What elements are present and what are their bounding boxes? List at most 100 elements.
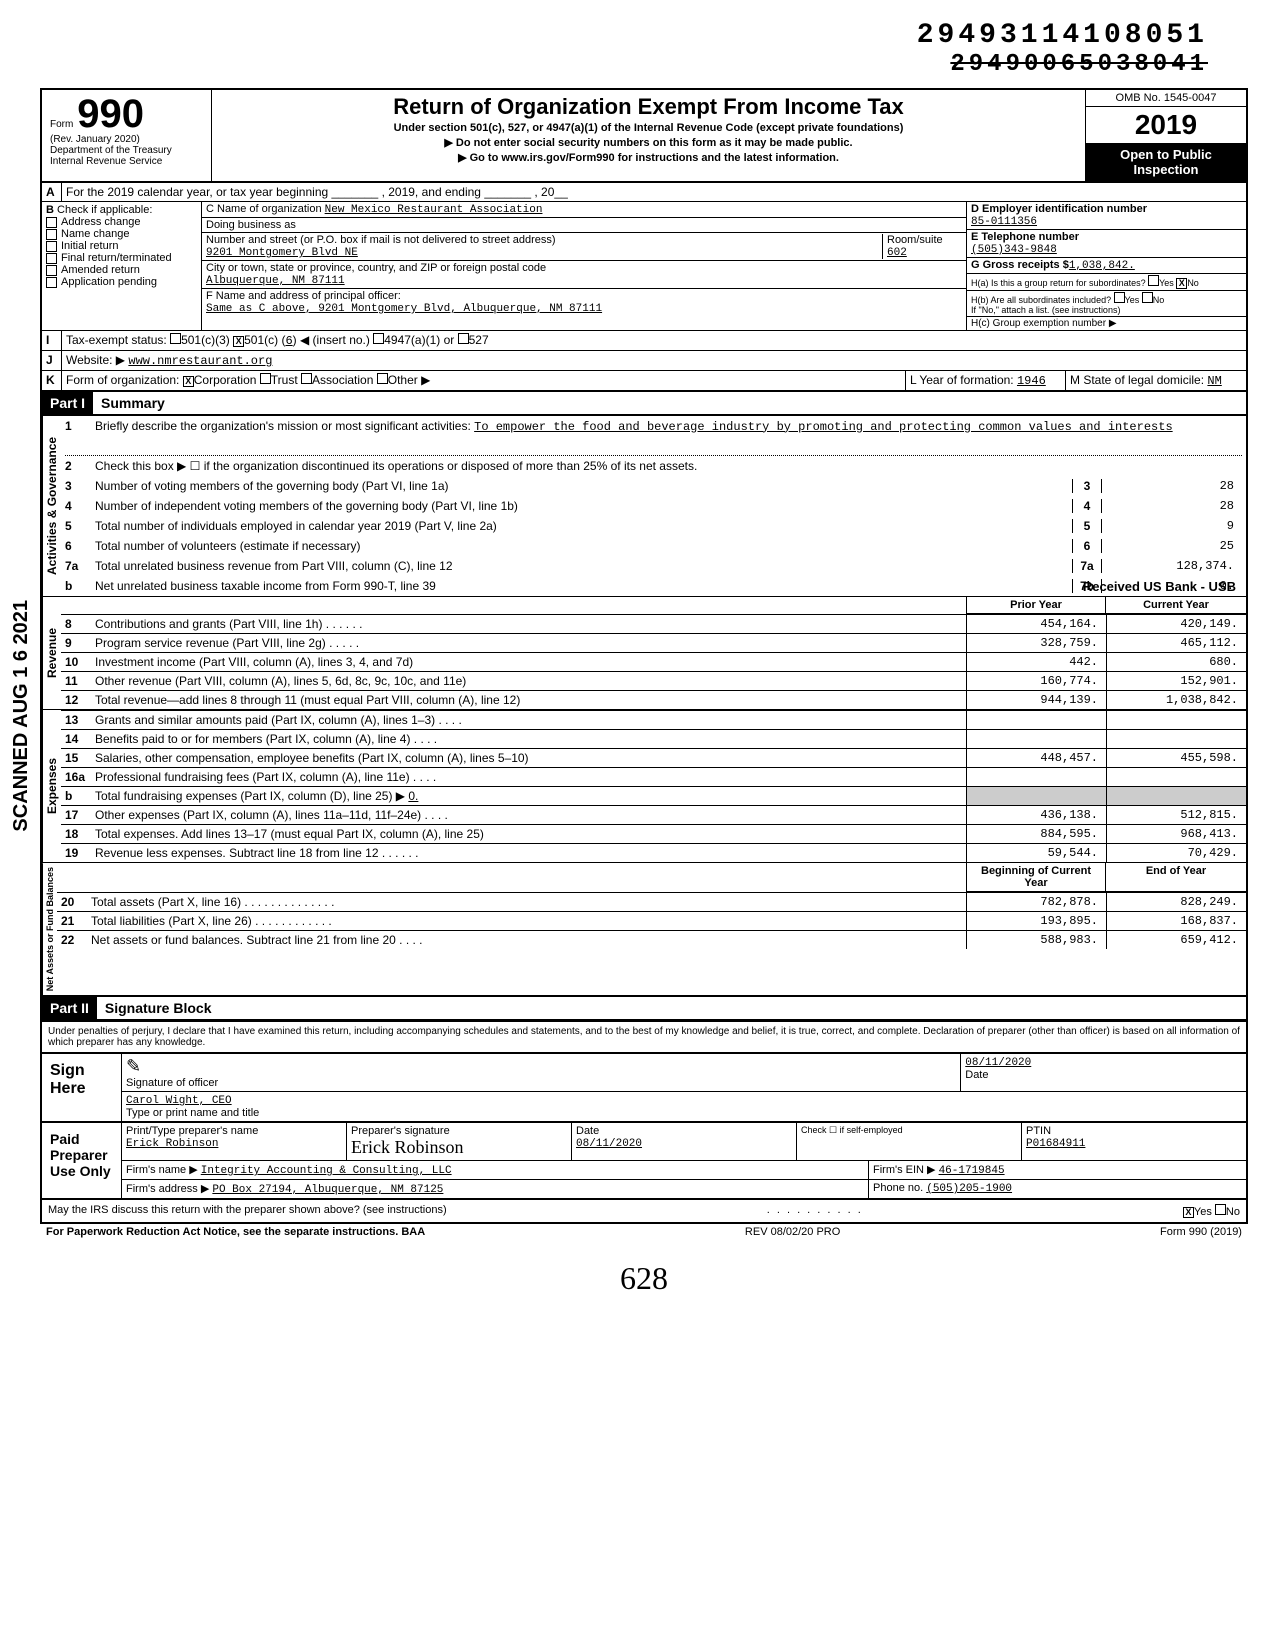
sign-here: Sign Here bbox=[42, 1054, 122, 1121]
line1-val: To empower the food and beverage industr… bbox=[474, 420, 1173, 434]
k-other: Other ▶ bbox=[388, 373, 431, 387]
line-a-mid: , 2019, and ending bbox=[382, 185, 481, 199]
form-number: 990 bbox=[77, 92, 144, 136]
m-label: M State of legal domicile: bbox=[1070, 373, 1204, 387]
i-501c-num: 6 bbox=[285, 334, 292, 348]
line5: Total number of individuals employed in … bbox=[95, 519, 1072, 533]
d-label: D Employer identification number bbox=[971, 203, 1147, 215]
code-1: 29493114108051 bbox=[40, 20, 1208, 51]
exp-line: bTotal fundraising expenses (Part IX, co… bbox=[61, 786, 1246, 805]
phone: (505)343-9848 bbox=[971, 244, 1057, 256]
discuss: May the IRS discuss this return with the… bbox=[48, 1204, 447, 1218]
line3: Number of voting members of the governin… bbox=[95, 479, 1072, 493]
expenses-label: Expenses bbox=[42, 710, 61, 862]
firm-addr-label: Firm's address ▶ bbox=[126, 1183, 209, 1195]
received-stamp: Received US Bank - USB bbox=[1083, 579, 1236, 594]
c-label: C Name of organization bbox=[206, 203, 322, 215]
city: Albuquerque, NM 87111 bbox=[206, 275, 345, 287]
hb-label: H(b) Are all subordinates included? bbox=[971, 295, 1111, 305]
prep-sig-label: Preparer's signature bbox=[351, 1125, 450, 1137]
prep-sig: Erick Robinson bbox=[351, 1137, 464, 1157]
sig-date: 08/11/2020 bbox=[965, 1057, 1031, 1069]
ein: 85-0111356 bbox=[971, 216, 1037, 228]
rev-line: 9Program service revenue (Part VIII, lin… bbox=[61, 633, 1246, 652]
line7a: Total unrelated business revenue from Pa… bbox=[95, 559, 1072, 573]
check-final: Final return/terminated bbox=[46, 252, 197, 264]
irs: Internal Revenue Service bbox=[50, 156, 203, 167]
omb: OMB No. 1545-0047 bbox=[1086, 90, 1246, 107]
firm-addr: PO Box 27194, Albuquerque, NM 87125 bbox=[212, 1184, 443, 1196]
sig-date-label: Date bbox=[965, 1069, 988, 1081]
line1-label: Briefly describe the organization's miss… bbox=[95, 419, 471, 433]
prep-date-label: Date bbox=[576, 1125, 599, 1137]
year: 2019 bbox=[1086, 107, 1246, 143]
net-line: 21Total liabilities (Part X, line 26) . … bbox=[57, 911, 1246, 930]
room: 602 bbox=[887, 247, 907, 259]
note2: ▶ Go to www.irs.gov/Form990 for instruct… bbox=[220, 151, 1077, 164]
rev-line: 8Contributions and grants (Part VIII, li… bbox=[61, 614, 1246, 633]
k-label: Form of organization: bbox=[66, 373, 179, 387]
rev: (Rev. January 2020) bbox=[50, 134, 203, 145]
room-label: Room/suite bbox=[887, 234, 943, 246]
part2: Part II bbox=[42, 997, 97, 1019]
i-501c: 501(c) ( bbox=[244, 333, 285, 347]
exp-line: 13Grants and similar amounts paid (Part … bbox=[61, 710, 1246, 729]
line-a: A For the 2019 calendar year, or tax yea… bbox=[40, 183, 1248, 202]
addr-label: Number and street (or P.O. box if mail i… bbox=[206, 234, 556, 246]
line4: Number of independent voting members of … bbox=[95, 499, 1072, 513]
footer-right: Form 990 (2019) bbox=[1160, 1226, 1242, 1238]
line-a-text: For the 2019 calendar year, or tax year … bbox=[66, 185, 328, 199]
check-self: Check ☐ if self-employed bbox=[797, 1123, 1022, 1160]
rev-line: 12Total revenue—add lines 8 through 11 (… bbox=[61, 690, 1246, 709]
check-name: Name change bbox=[46, 228, 197, 240]
current-year: Current Year bbox=[1106, 597, 1246, 614]
addr: 9201 Montgomery Blvd NE bbox=[206, 247, 358, 259]
firm-ein-label: Firm's EIN ▶ bbox=[873, 1164, 936, 1176]
prep-name-label: Print/Type preparer's name bbox=[126, 1125, 258, 1137]
line5-val: 9 bbox=[1102, 519, 1242, 533]
expenses-section: Expenses 13Grants and similar amounts pa… bbox=[40, 710, 1248, 863]
f-val: Same as C above, 9201 Montgomery Blvd, A… bbox=[206, 303, 602, 315]
perjury: Under penalties of perjury, I declare th… bbox=[40, 1021, 1248, 1054]
net-line: 22Net assets or fund balances. Subtract … bbox=[57, 930, 1246, 949]
i-501c3: 501(c)(3) bbox=[181, 333, 230, 347]
exp-line: 18Total expenses. Add lines 13–17 (must … bbox=[61, 824, 1246, 843]
net-line: 20Total assets (Part X, line 16) . . . .… bbox=[57, 892, 1246, 911]
eoy: End of Year bbox=[1106, 863, 1246, 892]
title: Return of Organization Exempt From Incom… bbox=[220, 94, 1077, 120]
ptin-label: PTIN bbox=[1026, 1125, 1051, 1137]
part1: Part I bbox=[42, 392, 93, 414]
exp-line: 17Other expenses (Part IX, column (A), l… bbox=[61, 805, 1246, 824]
website: www.nmrestaurant.org bbox=[128, 354, 272, 368]
form-header: Form 990 (Rev. January 2020) Department … bbox=[40, 88, 1248, 183]
line-klm: K Form of organization: Corporation Trus… bbox=[40, 371, 1248, 392]
rev-line: 10Investment income (Part VIII, column (… bbox=[61, 652, 1246, 671]
form-prefix: Form bbox=[50, 119, 73, 130]
l-label: L Year of formation: bbox=[910, 373, 1014, 387]
k-trust: Trust bbox=[271, 373, 298, 387]
firm-phone-label: Phone no. bbox=[873, 1182, 923, 1194]
line4-val: 28 bbox=[1102, 499, 1242, 513]
i-label: Tax-exempt status: bbox=[66, 333, 167, 347]
discuss-no: No bbox=[1226, 1206, 1240, 1218]
exp-line: 19Revenue less expenses. Subtract line 1… bbox=[61, 843, 1246, 862]
part1-header: Part I Summary bbox=[40, 392, 1248, 416]
ptin: P01684911 bbox=[1026, 1138, 1085, 1150]
revenue-label: Revenue bbox=[42, 597, 61, 709]
line-i: I Tax-exempt status: 501(c)(3) 501(c) (6… bbox=[40, 331, 1248, 351]
hand-page: 628 bbox=[40, 1260, 1248, 1297]
hb-note: If "No," attach a list. (see instruction… bbox=[971, 305, 1120, 315]
footer-left: For Paperwork Reduction Act Notice, see … bbox=[46, 1226, 425, 1238]
paid-prep: Paid Preparer Use Only bbox=[42, 1123, 122, 1198]
sig-block-title: Signature Block bbox=[97, 1000, 212, 1016]
check-pending: Application pending bbox=[46, 276, 197, 288]
open-public: Open to Public Inspection bbox=[1086, 143, 1246, 181]
block-bcdef: B Check if applicable: Address change Na… bbox=[40, 202, 1248, 331]
footer-mid: REV 08/02/20 PRO bbox=[745, 1226, 840, 1238]
org-name: New Mexico Restaurant Association bbox=[325, 204, 543, 216]
j-label: Website: ▶ bbox=[66, 353, 125, 367]
line2: Check this box ▶ ☐ if the organization d… bbox=[95, 459, 1242, 473]
m-val: NM bbox=[1207, 374, 1221, 388]
gross: 1,038,842. bbox=[1069, 260, 1135, 272]
discuss-row: May the IRS discuss this return with the… bbox=[40, 1200, 1248, 1224]
